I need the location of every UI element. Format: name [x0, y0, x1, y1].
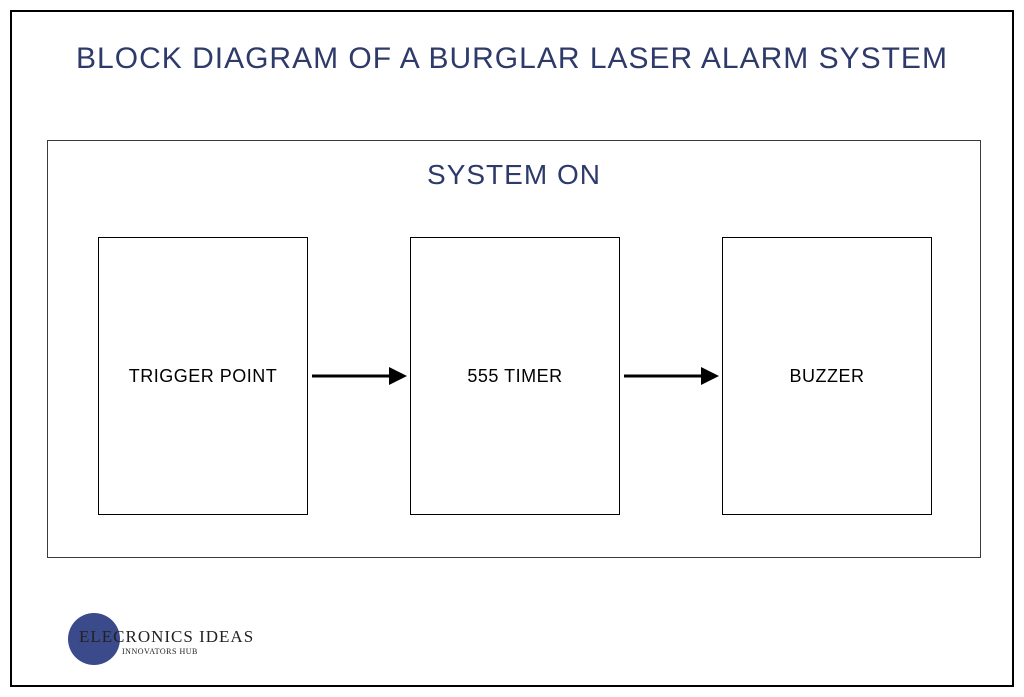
logo-sub-text: INNOVATORS HUB: [122, 647, 198, 656]
logo-main-text: ELECRONICS IDEAS: [79, 627, 254, 647]
block-buzzer: BUZZER: [722, 237, 932, 515]
block-555-timer: 555 TIMER: [410, 237, 620, 515]
outer-frame: BLOCK DIAGRAM OF A BURGLAR LASER ALARM S…: [10, 10, 1014, 687]
system-on-label: SYSTEM ON: [48, 159, 980, 191]
system-box: SYSTEM ON TRIGGER POINT 555 TIMER BUZZER: [47, 140, 981, 558]
brand-logo: ELECRONICS IDEAS INNOVATORS HUB: [44, 605, 304, 675]
block-trigger-point: TRIGGER POINT: [98, 237, 308, 515]
diagram-title: BLOCK DIAGRAM OF A BURGLAR LASER ALARM S…: [12, 42, 1012, 76]
